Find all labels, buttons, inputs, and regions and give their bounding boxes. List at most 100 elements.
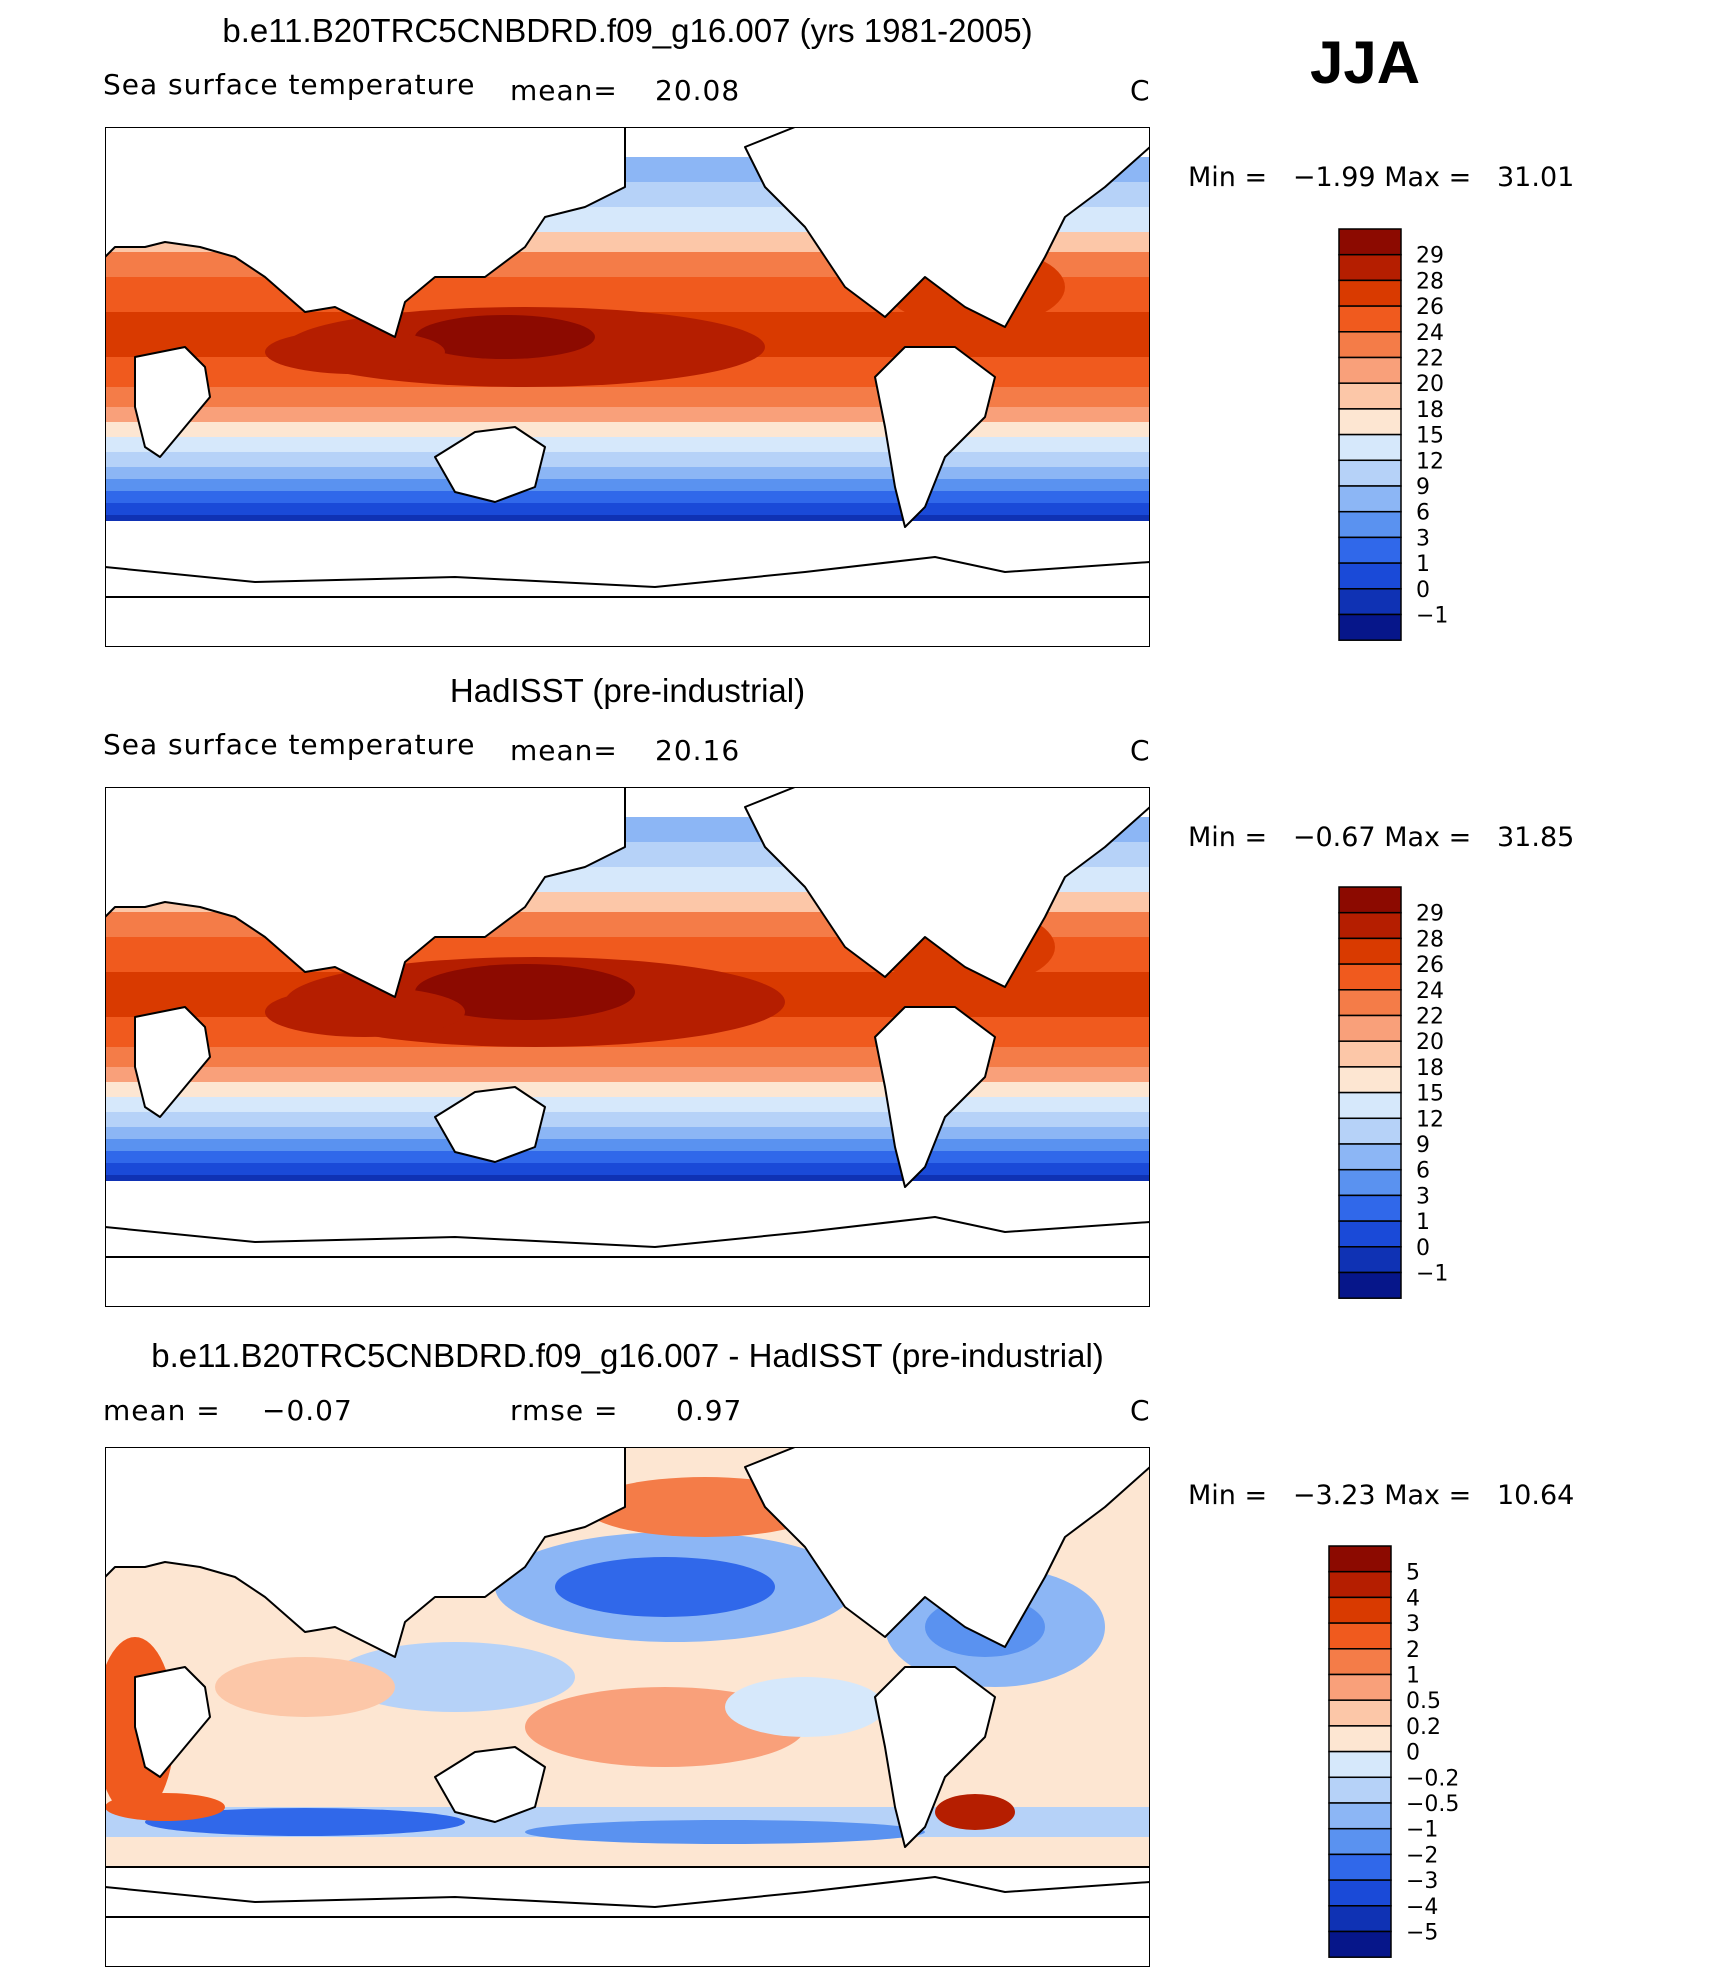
panel3-max-label: Max = (1384, 1480, 1472, 1511)
colorbar-swatch (1328, 1750, 1392, 1779)
colorbar-label: 3 (1416, 526, 1430, 551)
panel1-map (105, 127, 1150, 647)
colorbar-label: 22 (1416, 347, 1444, 372)
colorbar-swatch (1338, 1220, 1402, 1248)
colorbar-swatch (1338, 588, 1402, 616)
colorbar-label: 3 (1406, 1612, 1420, 1637)
colorbar-label: 0 (1416, 578, 1430, 603)
panel1-mean-value: 20.08 (655, 74, 741, 107)
panel1-colorbar: 29 28 26 24 22 20 18 15 12 9 6 3 1 0 −1 (1338, 228, 1508, 648)
panel1-max-label: Max = (1384, 162, 1472, 193)
colorbar-swatch (1338, 1246, 1402, 1274)
colorbar-swatch (1328, 1725, 1392, 1753)
panel1-min-label: Min = (1188, 162, 1268, 193)
panel1-variable: Sea surface temperature (103, 68, 476, 101)
colorbar-swatch (1338, 408, 1402, 436)
panel3-rmse-label: rmse = (510, 1394, 619, 1427)
colorbar-label: −2 (1406, 1843, 1438, 1868)
colorbar-label: 0.5 (1406, 1689, 1441, 1714)
colorbar-label: 28 (1416, 269, 1444, 294)
season-label: JJA (1310, 29, 1421, 96)
colorbar-swatch (1338, 1014, 1402, 1042)
colorbar-swatch (1338, 228, 1402, 256)
colorbar-label: 9 (1416, 1133, 1430, 1158)
colorbar-label: 15 (1416, 424, 1444, 449)
colorbar-swatch (1338, 1194, 1402, 1222)
colorbar-swatch (1338, 459, 1402, 487)
colorbar-swatch (1338, 536, 1402, 564)
colorbar-label: 18 (1416, 398, 1444, 423)
panel1-mean-label: mean= (510, 74, 618, 107)
panel3-min-value: −3.23 (1292, 1480, 1376, 1511)
panel2-minmax: Min = −0.67 Max = 31.85 (1188, 822, 1608, 853)
colorbar-label: 29 (1416, 244, 1444, 269)
colorbar-swatch (1338, 331, 1402, 359)
colorbar-label: 4 (1406, 1586, 1420, 1611)
colorbar-swatch (1338, 356, 1402, 384)
colorbar-swatch (1338, 485, 1402, 513)
colorbar-swatch (1328, 1648, 1392, 1676)
colorbar-label: 24 (1416, 979, 1444, 1004)
colorbar-swatch (1328, 1802, 1392, 1830)
panel2-mean-value: 20.16 (655, 734, 741, 767)
panel2-units: C (1130, 734, 1151, 767)
panel3-colorbar: 5 4 3 2 1 0.5 0.2 0 −0.2 −0.5 −1 −2 −3 −4 −5 (1328, 1545, 1498, 1965)
colorbar-label: 6 (1416, 1159, 1430, 1184)
colorbar-swatch (1338, 1117, 1402, 1145)
colorbar-label: 24 (1416, 321, 1444, 346)
colorbar-swatch (1338, 279, 1402, 307)
colorbar-label: 3 (1416, 1184, 1430, 1209)
panel3-max-value: 10.64 (1497, 1480, 1575, 1511)
colorbar-swatch (1328, 1699, 1392, 1727)
panel3-minmax: Min = −3.23 Max = 10.64 (1188, 1480, 1608, 1511)
colorbar-label: 9 (1416, 475, 1430, 500)
colorbar-label: 1 (1416, 1210, 1430, 1235)
colorbar-swatch (1338, 886, 1402, 914)
colorbar-swatch (1338, 613, 1402, 641)
colorbar-label: −0.2 (1406, 1766, 1459, 1791)
panel1-units: C (1130, 74, 1151, 107)
colorbar-swatch (1338, 382, 1402, 410)
colorbar-swatch (1328, 1622, 1392, 1650)
panel3-title: b.e11.B20TRC5CNBDRD.f09_g16.007 - HadISS… (151, 1337, 1104, 1374)
colorbar-swatch (1338, 253, 1402, 282)
panel2-max-value: 31.85 (1497, 822, 1575, 853)
colorbar-label: 12 (1416, 1107, 1444, 1132)
colorbar-swatch (1338, 562, 1402, 590)
colorbar-swatch (1328, 1853, 1392, 1881)
colorbar-label: −0.5 (1406, 1792, 1459, 1817)
colorbar-label: 29 (1416, 902, 1444, 927)
panel2-colorbar: 29 28 26 24 22 20 18 15 12 9 6 3 1 0 −1 (1338, 886, 1508, 1306)
colorbar-swatch (1338, 433, 1402, 462)
colorbar-label: 20 (1416, 1030, 1444, 1055)
colorbar-label: 5 (1406, 1561, 1420, 1586)
colorbar-label: 6 (1416, 501, 1430, 526)
panel1-min-value: −1.99 (1292, 162, 1376, 193)
panel2-map (105, 787, 1150, 1307)
colorbar-swatch (1338, 1040, 1402, 1068)
colorbar-label: −5 (1406, 1921, 1438, 1946)
panel2-variable: Sea surface temperature (103, 728, 476, 761)
colorbar-swatch (1338, 1271, 1402, 1299)
panel3-units: C (1130, 1394, 1151, 1427)
colorbar-swatch (1338, 989, 1402, 1017)
colorbar-swatch (1328, 1545, 1392, 1573)
colorbar-label: 12 (1416, 449, 1444, 474)
panel1-title: b.e11.B20TRC5CNBDRD.f09_g16.007 (yrs 198… (222, 12, 1033, 49)
colorbar-label: −1 (1406, 1818, 1438, 1843)
panel2-mean-label: mean= (510, 734, 618, 767)
panel2-min-value: −0.67 (1292, 822, 1376, 853)
panel1-max-value: 31.01 (1497, 162, 1575, 193)
colorbar-swatch (1328, 1905, 1392, 1933)
colorbar-label: 1 (1416, 552, 1430, 577)
colorbar-swatch (1328, 1570, 1392, 1599)
colorbar-swatch (1338, 937, 1402, 965)
colorbar-swatch (1328, 1776, 1392, 1804)
colorbar-label: 22 (1416, 1005, 1444, 1030)
colorbar-label: 20 (1416, 372, 1444, 397)
colorbar-label: 0 (1406, 1741, 1420, 1766)
colorbar-label: 0 (1416, 1236, 1430, 1261)
colorbar-swatch (1328, 1596, 1392, 1624)
colorbar-swatch (1338, 911, 1402, 940)
